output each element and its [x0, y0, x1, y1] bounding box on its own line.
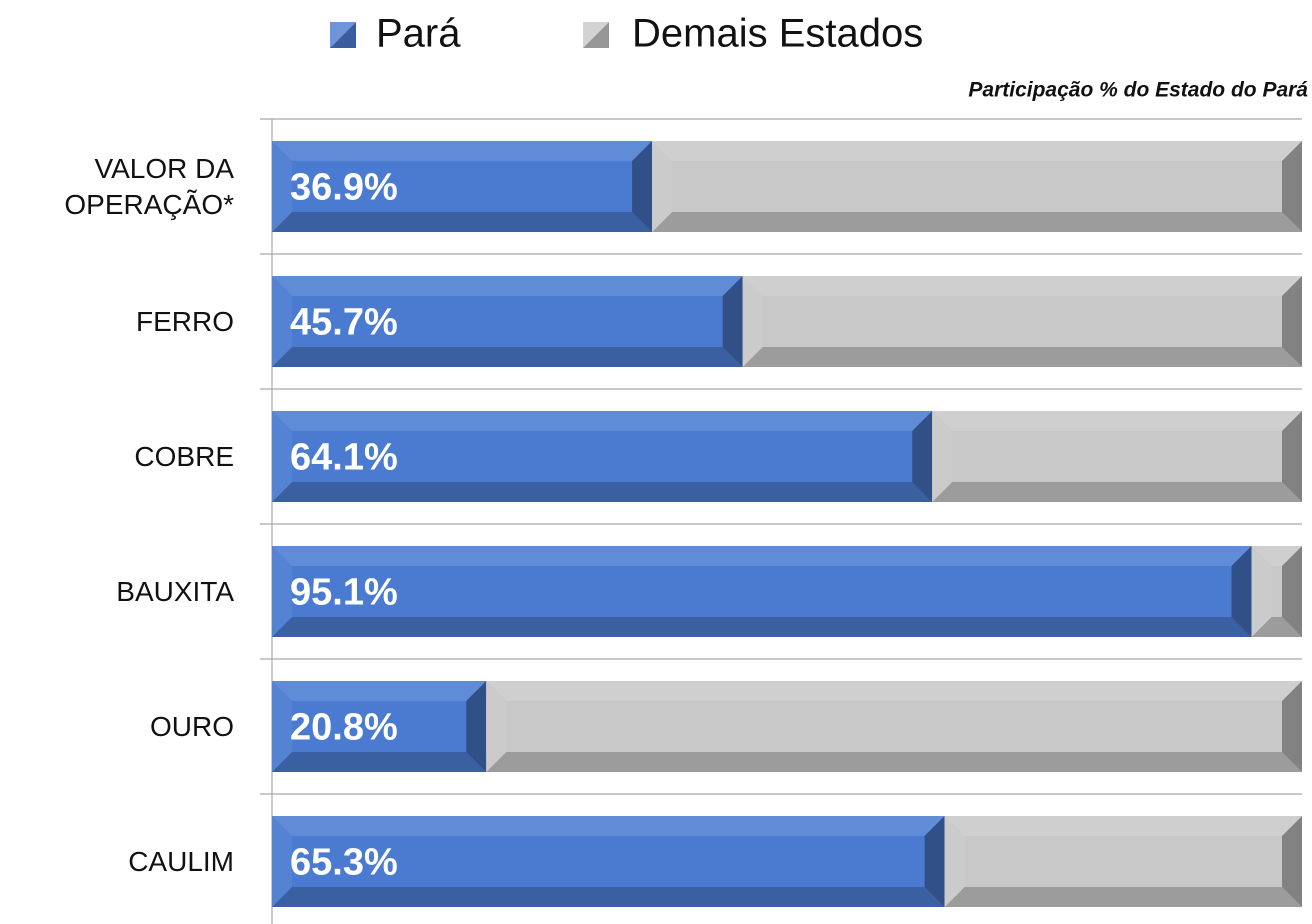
category-label: VALOR DA OPERAÇÃO*	[64, 152, 234, 220]
data-label: 36.9%	[290, 167, 398, 209]
bar-bevel	[272, 816, 292, 907]
category-label: COBRE	[134, 440, 234, 472]
bar-bevel	[486, 752, 1302, 772]
bar-bevel	[652, 141, 673, 232]
bar-bevel	[272, 681, 487, 701]
bar-bevel	[272, 546, 1252, 566]
category-label: CAULIM	[128, 845, 234, 877]
bar-bevel	[632, 141, 653, 232]
legend-swatch	[583, 22, 609, 48]
bar-bevel	[652, 212, 1302, 232]
bar-bevel	[272, 411, 933, 431]
bar-bevel	[466, 681, 487, 772]
bar-bevel	[932, 411, 953, 502]
legend-label: Demais Estados	[632, 12, 923, 56]
chart-subtitle: Participação % do Estado do Pará	[968, 79, 1308, 102]
bar-bevel	[742, 276, 763, 367]
bar-bevel	[912, 411, 933, 502]
bar-bevel	[742, 347, 1302, 367]
bar-bevel	[272, 411, 292, 502]
bar-bevel	[1231, 546, 1252, 637]
bar-bevel	[932, 411, 1302, 431]
bar-bevel	[272, 276, 292, 367]
bar-bevel	[272, 546, 292, 637]
bar-bevel	[944, 816, 1302, 836]
bar-bevel	[944, 816, 965, 907]
bar-bevel	[272, 681, 292, 772]
data-label: 45.7%	[290, 302, 398, 344]
data-label: 65.3%	[290, 842, 398, 884]
category-label: FERRO	[136, 305, 234, 337]
category-label: OURO	[150, 710, 234, 742]
bar-bevel	[1282, 681, 1302, 772]
data-label: 20.8%	[290, 707, 398, 749]
bar-bevel	[742, 276, 1302, 296]
bar-bevel	[272, 887, 945, 907]
bar-bevel	[272, 276, 743, 296]
bar-bevel	[272, 482, 933, 502]
bar-bevel	[652, 141, 1302, 161]
bar-bevel	[1282, 411, 1302, 502]
bar-bevel	[486, 681, 507, 772]
data-label: 95.1%	[290, 572, 398, 614]
bar-bevel	[1282, 276, 1302, 367]
bar-bevel	[932, 482, 1302, 502]
bar-bevel	[924, 816, 945, 907]
bar-bevel	[272, 752, 487, 772]
bar-bevel	[272, 347, 743, 367]
data-label: 64.1%	[290, 437, 398, 479]
bar-bevel	[1251, 546, 1272, 637]
bar-bevel	[272, 617, 1252, 637]
bar-bevel	[1251, 617, 1302, 637]
bar-bevel	[272, 212, 653, 232]
bar-bevel	[1282, 816, 1302, 907]
bar-bevel	[722, 276, 743, 367]
bar-bevel	[944, 887, 1302, 907]
bar-bevel	[272, 816, 945, 836]
legend-label: Pará	[376, 12, 461, 56]
category-label: BAUXITA	[116, 575, 234, 607]
bar-bevel	[1282, 546, 1302, 637]
bar-bevel	[272, 141, 292, 232]
bar-bevel	[486, 681, 1302, 701]
bar-bevel	[1251, 546, 1302, 566]
bar-bevel	[272, 141, 653, 161]
legend-swatch	[330, 22, 356, 48]
bar-bevel	[1282, 141, 1302, 232]
